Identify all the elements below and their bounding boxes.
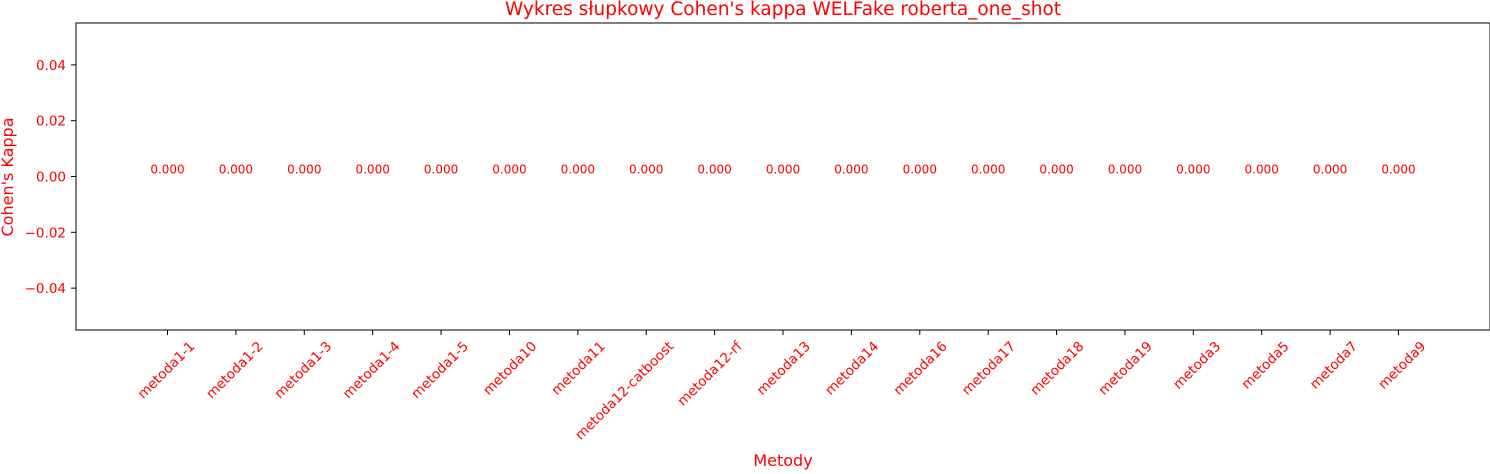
y-tick-label: 0.00 xyxy=(36,170,66,186)
chart-title: Wykres słupkowy Cohen's kappa WELFake ro… xyxy=(505,0,1061,20)
bar-value-label: 0.000 xyxy=(834,163,868,177)
bar-value-label: 0.000 xyxy=(629,163,663,177)
value-labels: 0.000 0.000 0.000 0.000 0.000 0.000 0.000 0.000… xyxy=(150,163,1415,177)
x-tick-label: metoda14 xyxy=(822,339,882,399)
y-tick-label: 0.04 xyxy=(36,58,66,74)
axes xyxy=(75,22,1490,331)
x-tick-label: metoda11 xyxy=(549,339,609,399)
bar-value-label: 0.000 xyxy=(355,163,389,177)
bar-value-label: 0.000 xyxy=(1039,163,1073,177)
y-tick-label: 0.02 xyxy=(36,114,66,130)
x-tick-label: metoda5 xyxy=(1238,339,1292,393)
bar-value-label: 0.000 xyxy=(287,163,321,177)
bar-value-label: 0.000 xyxy=(1245,163,1279,177)
x-tick-label: metoda7 xyxy=(1307,339,1361,393)
bar-value-label: 0.000 xyxy=(219,163,253,177)
x-tick-label: metoda18 xyxy=(1027,339,1087,399)
bar-value-label: 0.000 xyxy=(1381,163,1415,177)
bar-value-label: 0.000 xyxy=(561,163,595,177)
bar-value-label: 0.000 xyxy=(1176,163,1210,177)
x-tick-label: metoda10 xyxy=(480,339,540,399)
y-tick-label: −0.04 xyxy=(25,281,66,297)
y-ticks: −0.04 −0.02 0.00 0.02 0.04 xyxy=(25,58,76,297)
bar-value-label: 0.000 xyxy=(766,163,800,177)
y-axis-label: Cohen's Kappa xyxy=(0,117,17,236)
x-tick-label: metoda19 xyxy=(1096,339,1156,399)
bar-value-label: 0.000 xyxy=(903,163,937,177)
x-ticks: metoda1-1 metoda1-2 metoda1-3 metoda1-4 meto… xyxy=(135,330,1429,443)
bar-value-label: 0.000 xyxy=(150,163,184,177)
plot-frame xyxy=(75,22,1490,331)
x-tick-label: metoda12-rf xyxy=(675,338,747,410)
x-tick-label: metoda17 xyxy=(959,339,1019,399)
bar-value-label: 0.000 xyxy=(424,163,458,177)
x-tick-label: metoda1-3 xyxy=(272,339,336,403)
bar-value-label: 0.000 xyxy=(971,163,1005,177)
x-tick-label: metoda1-5 xyxy=(408,339,472,403)
x-axis-label: Metody xyxy=(753,451,812,470)
x-tick-label: metoda9 xyxy=(1375,339,1429,393)
bar-value-label: 0.000 xyxy=(492,163,526,177)
x-tick-label: metoda16 xyxy=(890,339,950,399)
bar-value-label: 0.000 xyxy=(1313,163,1347,177)
x-tick-label: metoda1-1 xyxy=(135,339,199,403)
x-tick-label: metoda1-2 xyxy=(203,339,267,403)
x-tick-label: metoda1-4 xyxy=(340,339,404,403)
y-tick-label: −0.02 xyxy=(25,225,66,241)
x-tick-label: metoda3 xyxy=(1170,339,1224,393)
x-tick-label: metoda13 xyxy=(754,339,814,399)
bar-value-label: 0.000 xyxy=(697,163,731,177)
bar-value-label: 0.000 xyxy=(1108,163,1142,177)
